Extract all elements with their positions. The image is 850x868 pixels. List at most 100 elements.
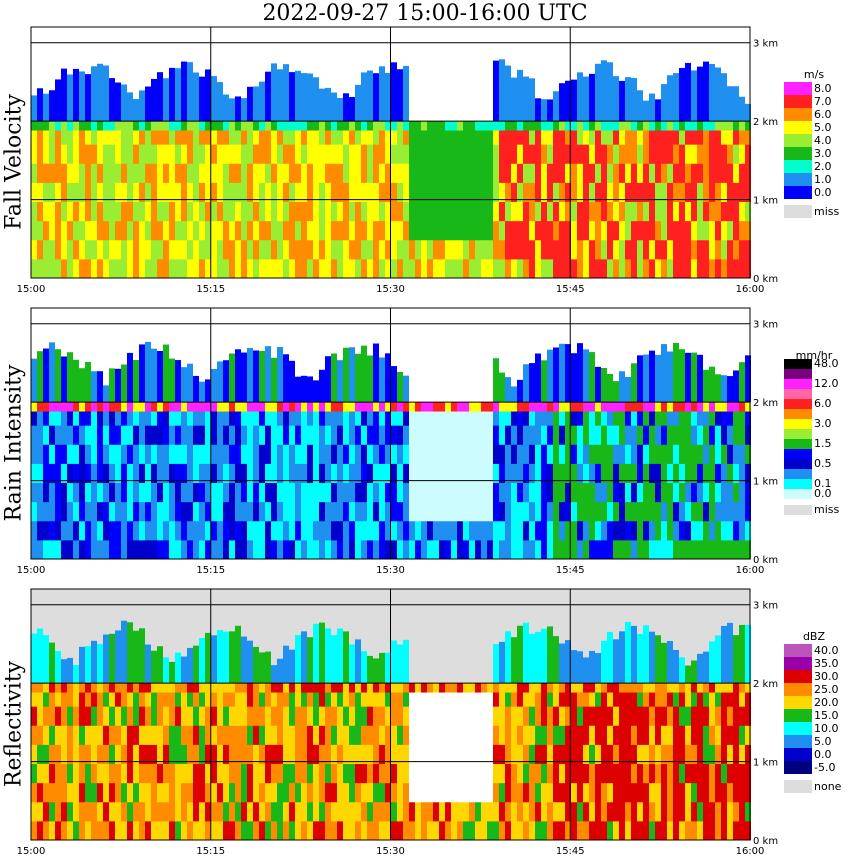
plot-frame <box>30 307 751 560</box>
x-tick-label: 15:15 <box>196 284 225 295</box>
legend-swatch <box>784 205 812 218</box>
legend-label: 10.0 <box>814 722 839 735</box>
legend-label: -5.0 <box>814 761 836 774</box>
legend-label: 12.0 <box>814 377 839 390</box>
grid-lines <box>31 27 750 278</box>
legend-swatch <box>784 369 812 379</box>
x-tick-label: 15:00 <box>17 846 46 857</box>
legend-label: 2.0 <box>814 160 832 173</box>
y-tick-label: 0 km <box>753 555 778 566</box>
legend-entry: 5.0 <box>780 121 850 134</box>
legend-label: 6.0 <box>814 397 832 410</box>
legend-swatch <box>784 409 812 419</box>
legend-entry: 0.0 <box>780 748 850 761</box>
legend-swatch <box>784 748 812 761</box>
legend-swatch <box>784 186 812 199</box>
legend-entry: 7.0 <box>780 95 850 108</box>
legend-entry: 1.5 <box>780 438 850 449</box>
legend-swatch <box>784 722 812 735</box>
legend-label: 0.1 <box>814 477 832 490</box>
legend-swatch <box>784 379 812 389</box>
legend-entry <box>780 429 850 439</box>
y-tick-label: 2 km <box>753 398 778 409</box>
legend-swatch <box>784 95 812 108</box>
legend-swatch <box>784 173 812 186</box>
legend-entry: 48.0 <box>780 358 850 369</box>
legend-entry: 15.0 <box>780 709 850 722</box>
legend-swatch <box>784 439 812 449</box>
legend-entry: 6.0 <box>780 108 850 121</box>
x-tick-label: 15:00 <box>17 565 46 576</box>
fall-velocity-plot: 15:00 15:15 15:30 15:45 16:000 km 1 km 2 km 3 k… <box>17 26 778 295</box>
legend-swatch <box>784 121 812 134</box>
y-tick-label: 2 km <box>753 117 778 128</box>
legend-swatch <box>784 389 812 399</box>
legend-swatch <box>784 761 812 774</box>
legend-entry: 0.0 <box>780 488 850 499</box>
legend-label: miss <box>814 503 840 516</box>
reflectivity-plot: 15:00 15:15 15:30 15:45 16:000 km 1 km 2 km 3 k… <box>17 588 778 857</box>
y-tick-label: 1 km <box>753 196 778 207</box>
legend-entry: 30.0 <box>780 670 850 683</box>
grid-lines <box>31 589 750 840</box>
rain-intensity-legend: mm/hr 48.0 12.0 6.0 3.0 1.5 0.5 0.1 0.0 miss <box>780 303 850 583</box>
legend-swatch <box>784 419 812 429</box>
legend-swatch <box>784 359 812 369</box>
chart-title: 2022-09-27 15:00-16:00 UTC <box>262 1 588 26</box>
legend-entry: 6.0 <box>780 397 850 410</box>
y-tick-label: 3 km <box>753 601 778 612</box>
rain-intensity-panel: Rain Intensity 15:00 15:15 15:30 15:45 16:00… <box>0 303 850 583</box>
plot-frame <box>30 588 751 841</box>
legend-swatch <box>784 134 812 147</box>
legend-swatch <box>784 459 812 469</box>
legend-swatch <box>784 469 812 479</box>
legend-entry: 8.0 <box>780 82 850 95</box>
legend-label: 30.0 <box>814 670 839 683</box>
legend-swatch <box>784 108 812 121</box>
legend-swatch <box>784 147 812 160</box>
legend-label: 0.0 <box>814 748 832 761</box>
y-tick-label: 0 km <box>753 274 778 285</box>
legend-entry <box>780 389 850 399</box>
legend-swatch <box>784 644 812 657</box>
legend-entry: miss <box>780 503 850 516</box>
legend-entry: 12.0 <box>780 377 850 390</box>
legend-swatch <box>784 160 812 173</box>
heatmap-field <box>31 341 751 560</box>
legend-swatch <box>784 657 812 670</box>
heatmap-field <box>31 620 751 841</box>
legend-swatch <box>784 735 812 748</box>
legend-entry: 1.0 <box>780 173 850 186</box>
heatmap-field <box>31 59 751 279</box>
x-tick-label: 15:45 <box>556 846 585 857</box>
legend-swatch <box>784 489 812 499</box>
y-tick-label: 3 km <box>753 39 778 50</box>
legend-entry: 3.0 <box>780 418 850 429</box>
y-tick-label: 1 km <box>753 477 778 488</box>
reflectivity-panel: Reflectivity 15:00 15:15 15:30 15:45 16:00 0 … <box>0 584 850 864</box>
x-tick-label: 16:00 <box>736 565 765 576</box>
x-tick-label: 15:45 <box>556 284 585 295</box>
legend-entry: 0.1 <box>780 477 850 490</box>
legend-entry <box>780 449 850 459</box>
legend-swatch <box>784 505 812 515</box>
legend-label: 7.0 <box>814 95 832 108</box>
legend-label: 1.0 <box>814 173 832 186</box>
x-tick-label: 15:30 <box>376 565 405 576</box>
fall-velocity-legend: m/s 8.0 7.0 6.0 5.0 4.0 3.0 2.0 1.0 0.0 miss <box>780 22 850 302</box>
legend-entry: miss <box>780 205 850 218</box>
legend-entry: 40.0 <box>780 644 850 657</box>
legend-label: 8.0 <box>814 82 832 95</box>
y-tick-label: 0 km <box>753 836 778 847</box>
legend-entry: 0.0 <box>780 186 850 199</box>
legend-entry: 35.0 <box>780 657 850 670</box>
legend-label: 35.0 <box>814 657 839 670</box>
legend-entry: -5.0 <box>780 761 850 774</box>
legend-swatch <box>784 709 812 722</box>
x-tick-label: 15:00 <box>17 284 46 295</box>
legend-swatch <box>784 449 812 459</box>
legend-entry: 25.0 <box>780 683 850 696</box>
legend-entry: 4.0 <box>780 134 850 147</box>
y-tick-label: 3 km <box>753 320 778 331</box>
legend-swatch <box>784 670 812 683</box>
